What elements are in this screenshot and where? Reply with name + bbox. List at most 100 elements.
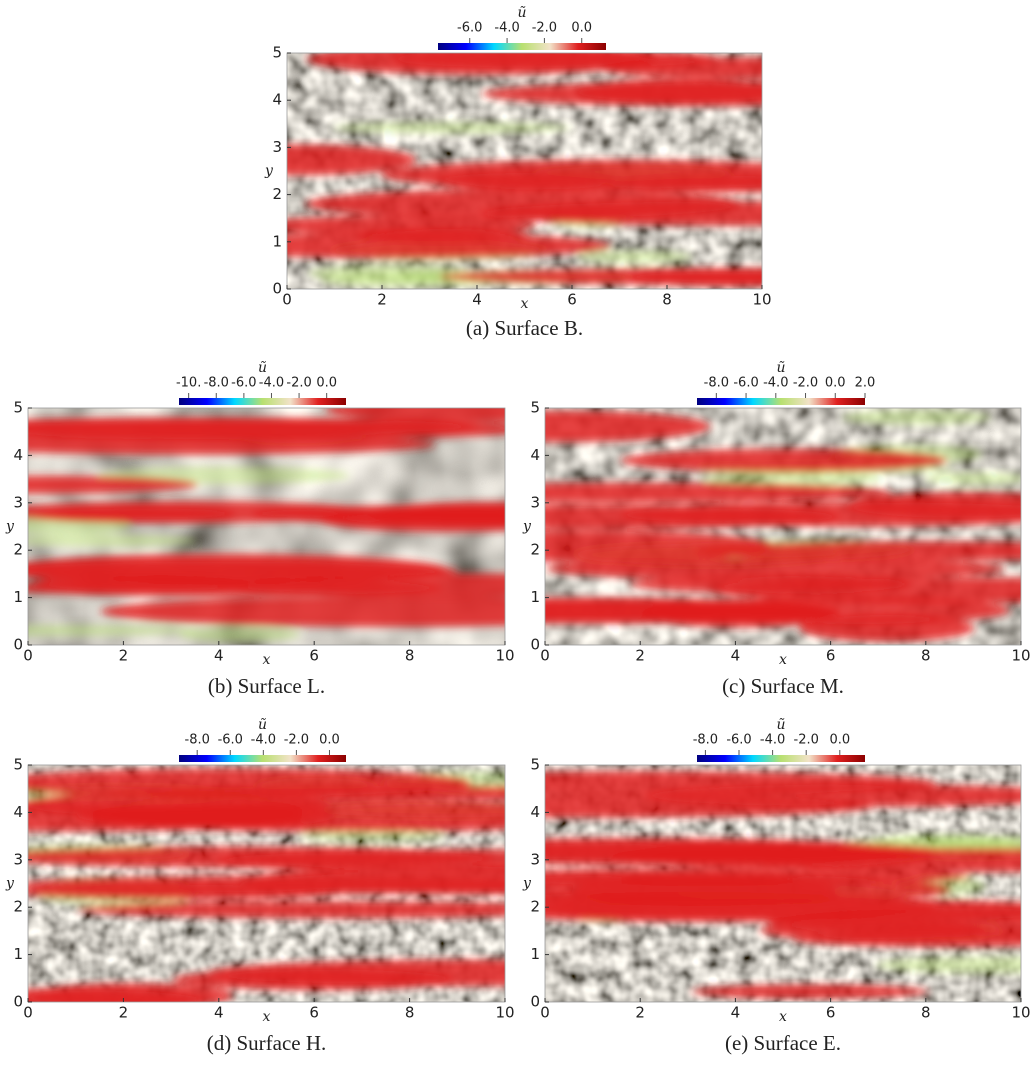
colorbar-tick-label: -4.0 [494,21,519,36]
x-tick-label: 8 [405,647,415,665]
y-tick-label: 5 [13,399,23,417]
x-tick-label: 4 [214,1004,224,1022]
colorbar-tick-label: -2.0 [284,733,309,748]
caption: (e) Surface E. [725,1031,841,1055]
y-tick-label: 0 [13,636,23,654]
y-tick-label: 1 [530,945,540,963]
x-axis-label: x [779,1009,787,1025]
colorbar-tick-label: -4.0 [259,376,284,391]
colorbar-tick-label: 0.0 [825,376,846,391]
colorbar-label: ũ [258,360,267,376]
x-tick-label: 6 [309,647,319,665]
x-tick-label: 0 [23,647,33,665]
x-tick-label: 8 [921,647,931,665]
high-speed-streak [77,901,598,918]
x-tick-label: 10 [752,291,771,309]
x-tick-label: 6 [826,647,836,665]
x-tick-label: 2 [119,1004,129,1022]
y-axis-label: y [264,163,274,179]
colorbar [438,43,606,50]
high-speed-streak [799,615,974,642]
y-tick-label: 1 [272,232,282,250]
x-tick-label: 2 [119,647,129,665]
high-speed-streak [381,160,851,190]
x-tick-label: 4 [731,1004,741,1022]
colorbar [697,755,865,762]
x-tick-label: 8 [405,1004,415,1022]
x-tick-label: 10 [495,1004,514,1022]
colorbar-tick-label: -4.0 [251,733,276,748]
x-tick-label: 0 [540,1004,550,1022]
x-tick-label: 6 [567,291,577,309]
y-tick-label: 2 [13,898,23,916]
x-tick-label: 10 [1011,647,1030,665]
y-tick-label: 5 [13,756,23,774]
x-tick-label: 2 [377,291,387,309]
y-tick-label: 3 [530,493,540,511]
x-tick-label: 2 [635,647,645,665]
y-axis-label: y [522,519,532,535]
y-tick-label: 2 [13,541,23,559]
y-axis-label: y [5,519,15,535]
caption: (a) Surface B. [466,316,583,340]
colorbar-tick-label: -8.0 [693,733,718,748]
colorbar-tick-label: -8.0 [185,733,210,748]
y-tick-label: 0 [530,636,540,654]
high-speed-streak [255,215,536,235]
low-speed-streak [577,250,693,263]
y-tick-label: 2 [530,898,540,916]
y-tick-label: 5 [530,756,540,774]
y-tick-label: 1 [530,588,540,606]
caption: (d) Surface H. [207,1031,327,1055]
colorbar-tick-label: 0.0 [316,376,337,391]
colorbar-tick-label: 0.0 [571,21,592,36]
y-tick-label: 4 [13,446,23,464]
y-tick-label: 4 [13,803,23,821]
colorbar [179,398,346,405]
y-tick-label: 3 [13,850,23,868]
low-speed-streak [842,410,991,425]
colorbar-tick-label: -6.0 [218,733,243,748]
y-tick-label: 1 [13,588,23,606]
y-tick-label: 0 [530,993,540,1011]
x-axis-label: x [263,1009,271,1025]
x-tick-label: 8 [662,291,672,309]
caption: (c) Surface M. [722,674,844,698]
y-axis-label: y [522,876,532,892]
low-speed-streak [300,831,446,841]
y-tick-label: 3 [530,850,540,868]
x-tick-label: 0 [23,1004,33,1022]
colorbar-tick-label: -8.0 [704,376,729,391]
caption: (b) Surface L. [208,674,325,698]
x-tick-label: 6 [309,1004,319,1022]
high-speed-streak [439,268,1020,285]
x-tick-label: 4 [731,647,741,665]
high-speed-streak [180,144,416,175]
figure: 0246810012345xy(a) Surface B.-6.0-4.0-2.… [0,0,1033,1065]
x-axis-label: x [779,652,787,668]
x-tick-label: 10 [495,647,514,665]
colorbar-label: ũ [776,360,785,376]
colorbar-tick-label: 0.0 [319,733,340,748]
y-tick-label: 5 [272,44,282,62]
colorbar-label: ũ [258,717,267,733]
y-tick-label: 3 [272,138,282,156]
field [180,43,1020,289]
low-speed-streak [924,472,1027,485]
colorbar-tick-label: -2.0 [532,21,557,36]
y-tick-label: 0 [272,280,282,298]
colorbar-tick-label: 0.0 [829,733,850,748]
colorbar-tick-label: -2.0 [794,733,819,748]
x-tick-label: 4 [472,291,482,309]
low-speed-streak [179,627,301,642]
high-speed-streak [600,57,874,79]
colorbar-tick-label: -2.0 [793,376,818,391]
high-speed-streak [305,189,741,219]
y-tick-label: 2 [272,185,282,203]
colorbar [697,398,865,405]
high-speed-streak [27,983,233,1009]
y-tick-label: 2 [530,541,540,559]
x-tick-label: 2 [635,1004,645,1022]
low-speed-streak [10,535,197,547]
x-tick-label: 10 [1011,1004,1030,1022]
